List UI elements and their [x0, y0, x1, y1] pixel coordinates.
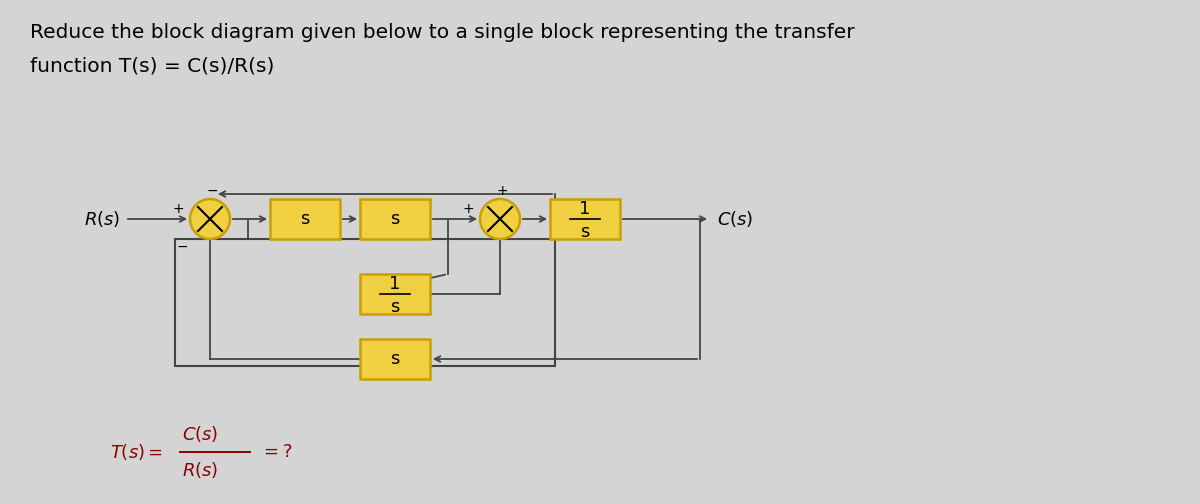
- Text: $C(s)$: $C(s)$: [718, 209, 754, 229]
- Text: s: s: [390, 298, 400, 316]
- Text: +: +: [496, 184, 508, 198]
- Text: +: +: [172, 202, 184, 216]
- Text: s: s: [300, 210, 310, 228]
- Text: s: s: [390, 210, 400, 228]
- Text: $=?$: $=?$: [260, 443, 293, 461]
- Bar: [360, 339, 430, 379]
- Text: $T(s) =$: $T(s) =$: [110, 442, 163, 462]
- Text: −: −: [206, 184, 218, 198]
- Bar: [175, 239, 554, 366]
- Text: $R(s)$: $R(s)$: [84, 209, 120, 229]
- Text: $C(s)$: $C(s)$: [182, 424, 218, 445]
- Bar: [550, 199, 620, 239]
- Bar: [360, 199, 430, 239]
- Text: Reduce the block diagram given below to a single block representing the transfer: Reduce the block diagram given below to …: [30, 23, 854, 41]
- Text: 1: 1: [580, 200, 590, 218]
- Circle shape: [190, 199, 230, 239]
- Bar: [270, 199, 340, 239]
- Bar: [360, 274, 430, 314]
- Text: $R(s)$: $R(s)$: [182, 460, 218, 479]
- Circle shape: [480, 199, 520, 239]
- Text: s: s: [390, 350, 400, 368]
- Text: function T(s) = C(s)/R(s): function T(s) = C(s)/R(s): [30, 56, 275, 76]
- Text: −: −: [176, 240, 188, 254]
- Text: 1: 1: [389, 275, 401, 293]
- Text: +: +: [462, 202, 474, 216]
- Text: s: s: [581, 223, 589, 241]
